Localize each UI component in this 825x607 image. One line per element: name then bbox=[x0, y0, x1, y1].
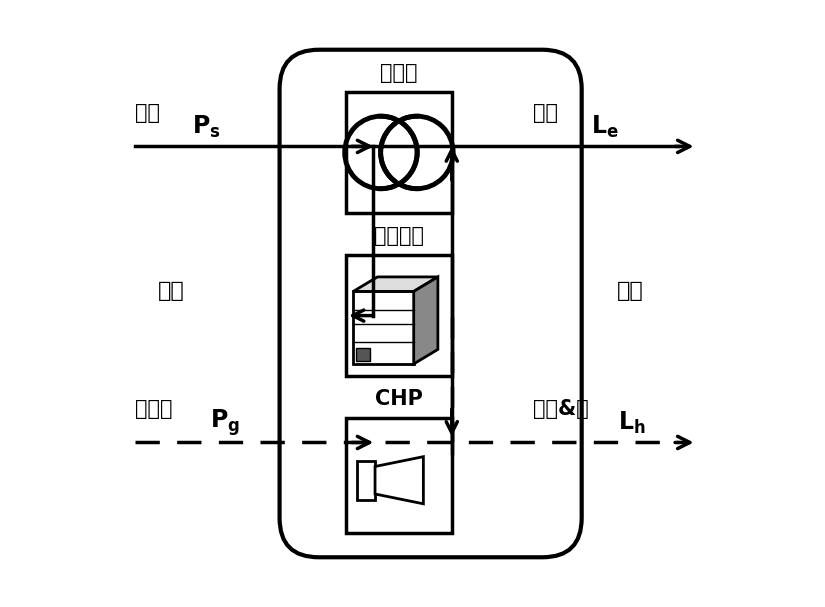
Polygon shape bbox=[353, 277, 438, 291]
Text: $\mathbf{L_e}$: $\mathbf{L_e}$ bbox=[591, 114, 619, 140]
Text: $\mathbf{L_h}$: $\mathbf{L_h}$ bbox=[618, 410, 646, 436]
Polygon shape bbox=[353, 291, 413, 364]
Polygon shape bbox=[375, 456, 423, 504]
Bar bbox=[346, 92, 452, 213]
Text: 天然气: 天然气 bbox=[134, 399, 172, 419]
Text: 变压器: 变压器 bbox=[380, 63, 417, 83]
Text: 电力: 电力 bbox=[134, 103, 159, 123]
Bar bbox=[357, 461, 375, 500]
Bar bbox=[346, 418, 452, 533]
Text: CHP: CHP bbox=[375, 389, 423, 409]
Bar bbox=[346, 255, 452, 376]
Bar bbox=[397, 116, 401, 189]
Text: $\mathbf{P_s}$: $\mathbf{P_s}$ bbox=[192, 114, 220, 140]
Text: 输出: 输出 bbox=[616, 282, 644, 302]
FancyBboxPatch shape bbox=[280, 50, 582, 557]
Text: 中央空调: 中央空调 bbox=[374, 226, 424, 246]
Polygon shape bbox=[413, 277, 438, 364]
Text: 制冷&热: 制冷&热 bbox=[533, 399, 589, 419]
Text: 电力: 电力 bbox=[533, 103, 559, 123]
Text: $\mathbf{P_g}$: $\mathbf{P_g}$ bbox=[210, 408, 240, 438]
Text: 输入: 输入 bbox=[158, 282, 184, 302]
Bar bbox=[356, 348, 370, 361]
